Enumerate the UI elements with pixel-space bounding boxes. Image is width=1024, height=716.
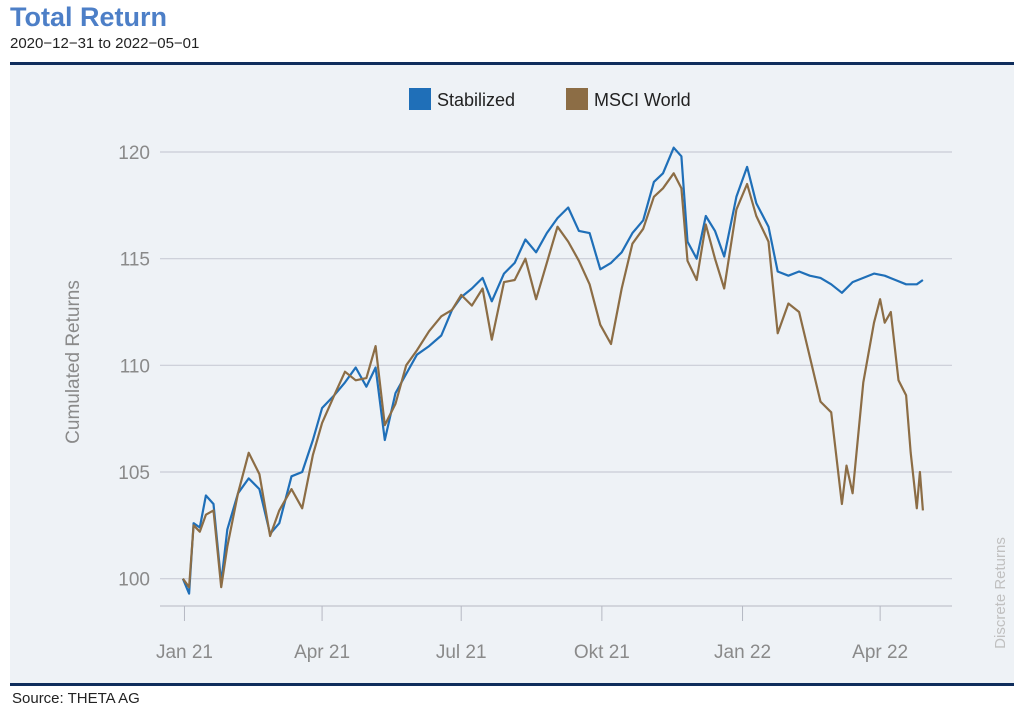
x-tick-label: Jan 21 [156,642,213,663]
x-tick-label: Okt 21 [574,642,630,663]
top-rule [10,62,1014,65]
y-tick-label: 120 [118,143,150,164]
y-axis-label: Cumulated Returns [63,280,84,444]
y-tick-label: 115 [120,250,150,271]
source-note: Source: THETA AG [12,690,140,707]
secondary-y-axis-label: Discrete Returns [992,537,1009,649]
x-tick-label: Jan 22 [714,642,771,663]
y-tick-label: 110 [120,356,150,377]
y-tick-label: 100 [118,570,150,591]
gridlines [160,151,952,580]
legend-swatch-stabilized [409,88,431,110]
bottom-rule [10,683,1014,686]
chart-subtitle: 2020−12−31 to 2022−05−01 [10,35,200,52]
series-line-stabilized [181,146,924,595]
legend-label-msci-world: MSCI World [594,90,691,110]
legend: Stabilized MSCI World [409,88,691,110]
legend-label-stabilized: Stabilized [437,90,515,110]
series-lines [181,146,924,595]
x-tick-label: Apr 21 [294,642,350,663]
chart-title: Total Return [10,2,167,32]
series-line-msci-world [182,172,924,589]
y-tick-label: 105 [118,463,150,484]
legend-swatch-msci-world [566,88,588,110]
axes: 100 105 110 115 120 Jan 21 Apr 21 Jul 21 Okt 21 J… [118,143,952,663]
x-tick-label: Apr 22 [852,642,908,663]
chart-panel [10,65,1014,683]
x-tick-label: Jul 21 [436,642,487,663]
